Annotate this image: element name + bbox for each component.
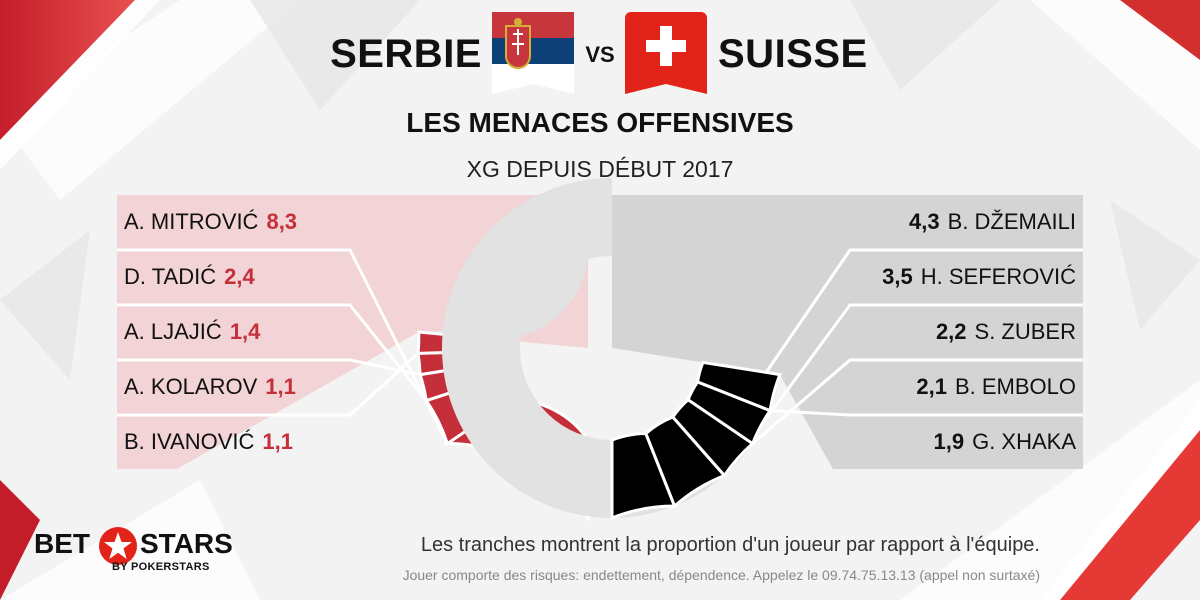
star-icon [99,527,137,565]
team-right-name: SUISSE [718,32,868,76]
left-player-label-2: D. TADIĆ 2,4 [124,262,255,292]
player-name: D. TADIĆ [124,264,217,289]
chart-note: Les tranches montrent la proportion d'un… [420,534,1040,556]
player-xg-value: 4,3 [909,209,940,234]
serbia-flag-icon [492,12,574,94]
right-row-separator-3 [751,358,1083,445]
logo-subtitle: BY POKERSTARS [112,561,210,573]
left-player-label-3: A. LJAJIĆ 1,4 [124,317,260,347]
right-player-label-5: 1,9 G. XHAKA [933,427,1076,457]
right-player-label-4: 2,1 B. EMBOLO [916,372,1076,402]
left-row-separator-1 [117,248,449,445]
switzerland-flag-icon [625,12,707,94]
player-name: A. LJAJIĆ [124,319,222,344]
metric-label: XG DEPUIS DÉBUT 2017 [466,156,734,182]
versus-label: VS [585,42,615,67]
left-team-remainder-slice [418,178,588,340]
left-row-separator-4 [117,352,420,417]
left-row-separator-3 [117,358,421,377]
logo-bet-text: BET [34,528,90,559]
player-xg-value: 2,4 [224,264,255,289]
player-name: H. SEFEROVIĆ [920,264,1076,289]
left-player-label-1: A. MITROVIĆ 8,3 [124,207,297,237]
chart-subtitle: LES MENACES OFFENSIVES [406,107,794,138]
right-player-label-3: 2,2 S. ZUBER [936,317,1076,347]
right-player-label-1: 4,3 B. DŽEMAILI [909,207,1076,237]
corner-stripe-top-right [1120,0,1200,60]
player-name: B. DŽEMAILI [947,209,1076,234]
betstars-logo: BET STARS BY POKERSTARS [28,526,233,582]
player-name: A. KOLAROV [124,374,258,399]
player-xg-value: 1,4 [229,319,261,344]
player-name: B. EMBOLO [954,374,1076,399]
player-xg-value: 1,1 [265,374,296,399]
right-player-label-2: 3,5 H. SEFEROVIĆ [882,262,1076,292]
player-xg-value: 1,1 [262,429,293,454]
right-label-band [612,195,1083,469]
player-xg-value: 1,9 [933,429,965,454]
player-name: A. MITROVIĆ [124,209,259,234]
left-player-label-4: A. KOLAROV 1,1 [124,372,296,402]
logo-stars-text: STARS [140,528,233,559]
team-left-name: SERBIE [330,32,482,76]
left-player-label-5: B. IVANOVIĆ 1,1 [124,427,293,457]
player-xg-value: 8,3 [266,209,298,234]
right-slice-5 [695,360,782,413]
player-xg-value: 2,1 [916,374,947,399]
player-name: G. XHAKA [972,429,1076,454]
player-name: B. IVANOVIĆ [124,429,255,454]
right-row-separator-4 [769,409,1083,417]
player-xg-value: 2,2 [935,319,967,344]
corner-stripe-bottom-left [0,480,40,600]
player-xg-value: 3,5 [882,264,913,289]
gambling-disclaimer: Jouer comporte des risques: endettement,… [402,567,1040,583]
player-name: S. ZUBER [974,319,1076,344]
